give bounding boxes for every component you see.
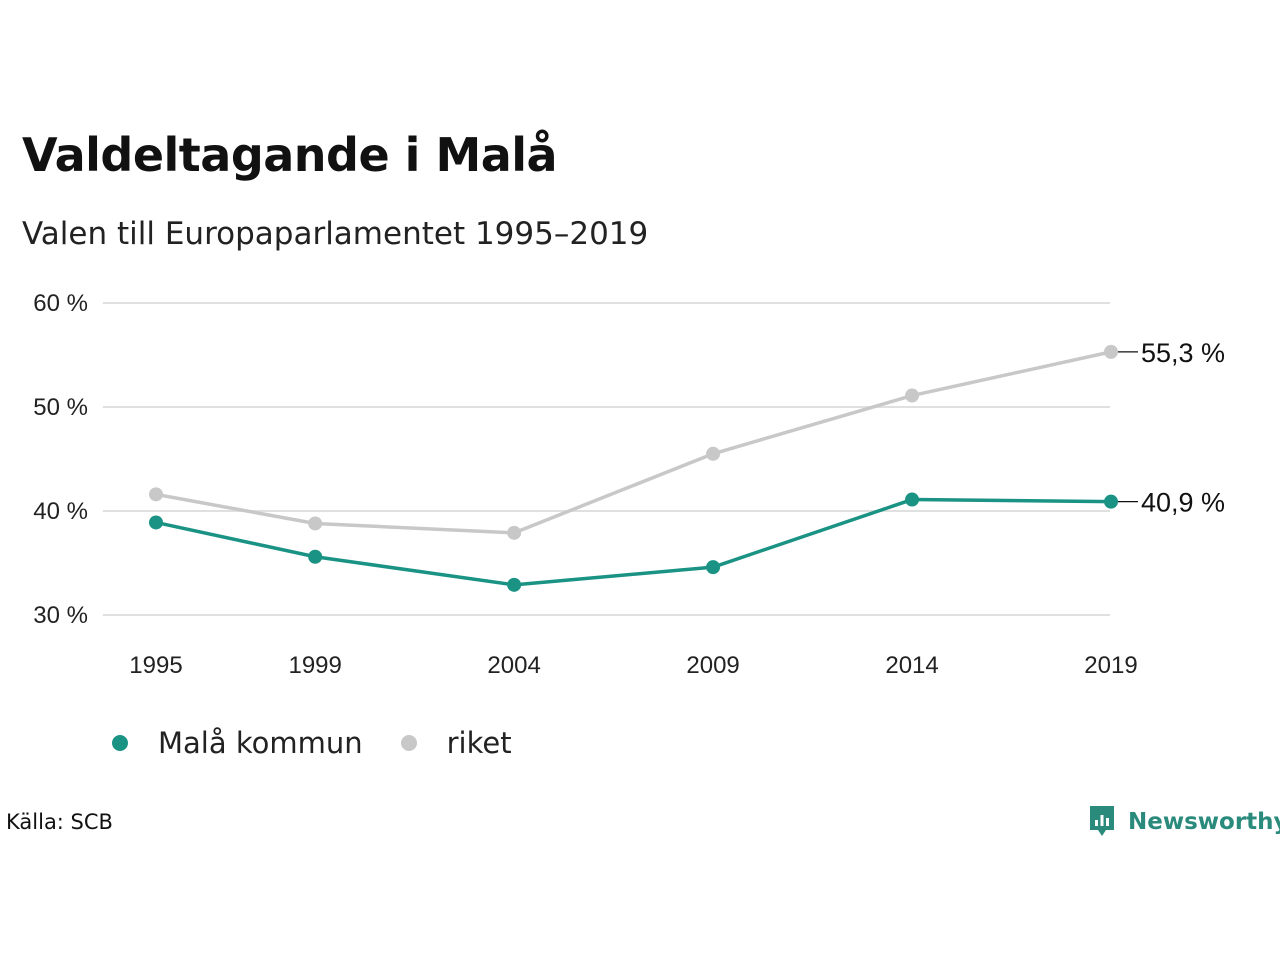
legend: Malå kommun riket [112,726,550,760]
y-tick-label-30: 30 % [33,602,88,629]
brand-logo: Newsworthy [1088,804,1280,840]
y-tick-label-50: 50 % [33,394,88,421]
legend-label-mala: Malå kommun [158,726,363,760]
data-point-mala-2004 [507,577,522,592]
data-point-mala-1999 [308,549,323,564]
x-tick-label-1999: 1999 [288,652,341,679]
legend-label-riket: riket [446,726,512,760]
x-tick-label-2004: 2004 [487,652,540,679]
legend-item-mala: Malå kommun [112,726,363,760]
y-tick-label-40: 40 % [33,498,88,525]
data-point-mala-1995 [149,515,163,530]
data-point-riket-1999 [308,516,323,531]
data-point-riket-2014 [905,388,920,403]
data-point-riket-2019 [1104,344,1118,359]
source-note: Källa: SCB [6,810,113,834]
data-point-riket-2004 [507,525,522,540]
legend-item-riket: riket [400,726,512,760]
chart-title: Valdeltagande i Malå [22,128,558,182]
data-point-riket-2009 [706,446,721,461]
end-label-mala: 40,9 % [1141,488,1225,518]
x-tick-label-2019: 2019 [1084,652,1137,679]
series-line-mala [154,497,1113,587]
brand-name: Newsworthy [1128,809,1280,835]
bar-chart-logo-icon [1090,806,1114,836]
data-point-mala-2019 [1104,494,1118,509]
data-point-mala-2014 [905,492,920,507]
y-tick-label-60: 60 % [33,290,88,317]
chart-subtitle: Valen till Europaparlamentet 1995–2019 [22,216,649,252]
x-tick-label-2014: 2014 [885,652,938,679]
legend-dot-riket [400,735,417,751]
data-point-riket-1995 [149,487,163,502]
x-tick-label-1995: 1995 [129,652,182,679]
series-line-riket [154,350,1113,535]
legend-dot-mala [112,735,128,751]
data-point-mala-2009 [706,560,721,575]
end-label-riket: 55,3 % [1141,338,1225,368]
x-tick-label-2009: 2009 [686,652,739,679]
